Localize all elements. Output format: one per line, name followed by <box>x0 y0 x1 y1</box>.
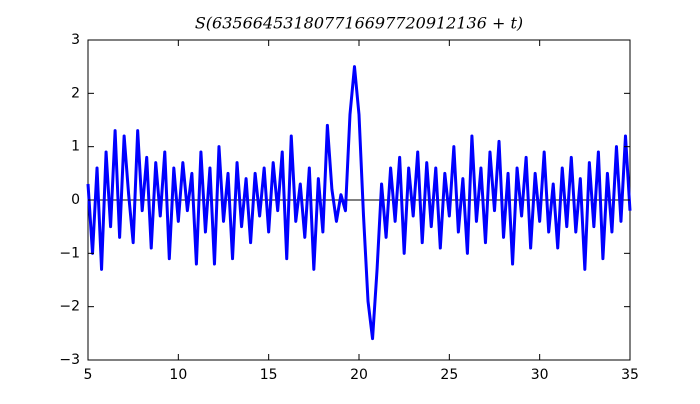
y-tick-label: 3 <box>71 32 80 48</box>
x-tick-label: 20 <box>350 367 368 383</box>
x-tick-label: 10 <box>169 367 187 383</box>
y-tick-label: −2 <box>59 299 80 315</box>
data-line <box>86 65 632 341</box>
chart-title: S(635664531807716697720912136 + t) <box>195 14 523 33</box>
x-tick-label: 15 <box>260 367 278 383</box>
x-tick-label: 30 <box>531 367 549 383</box>
y-tick-label: −1 <box>59 245 80 261</box>
x-tick-label: 5 <box>84 367 93 383</box>
y-tick-label: 2 <box>71 85 80 101</box>
x-tick-label: 25 <box>440 367 458 383</box>
y-tick-label: 1 <box>71 139 80 155</box>
y-tick-label: −3 <box>59 352 80 368</box>
y-tick-label: 0 <box>71 192 80 208</box>
x-tick-label: 35 <box>621 367 639 383</box>
